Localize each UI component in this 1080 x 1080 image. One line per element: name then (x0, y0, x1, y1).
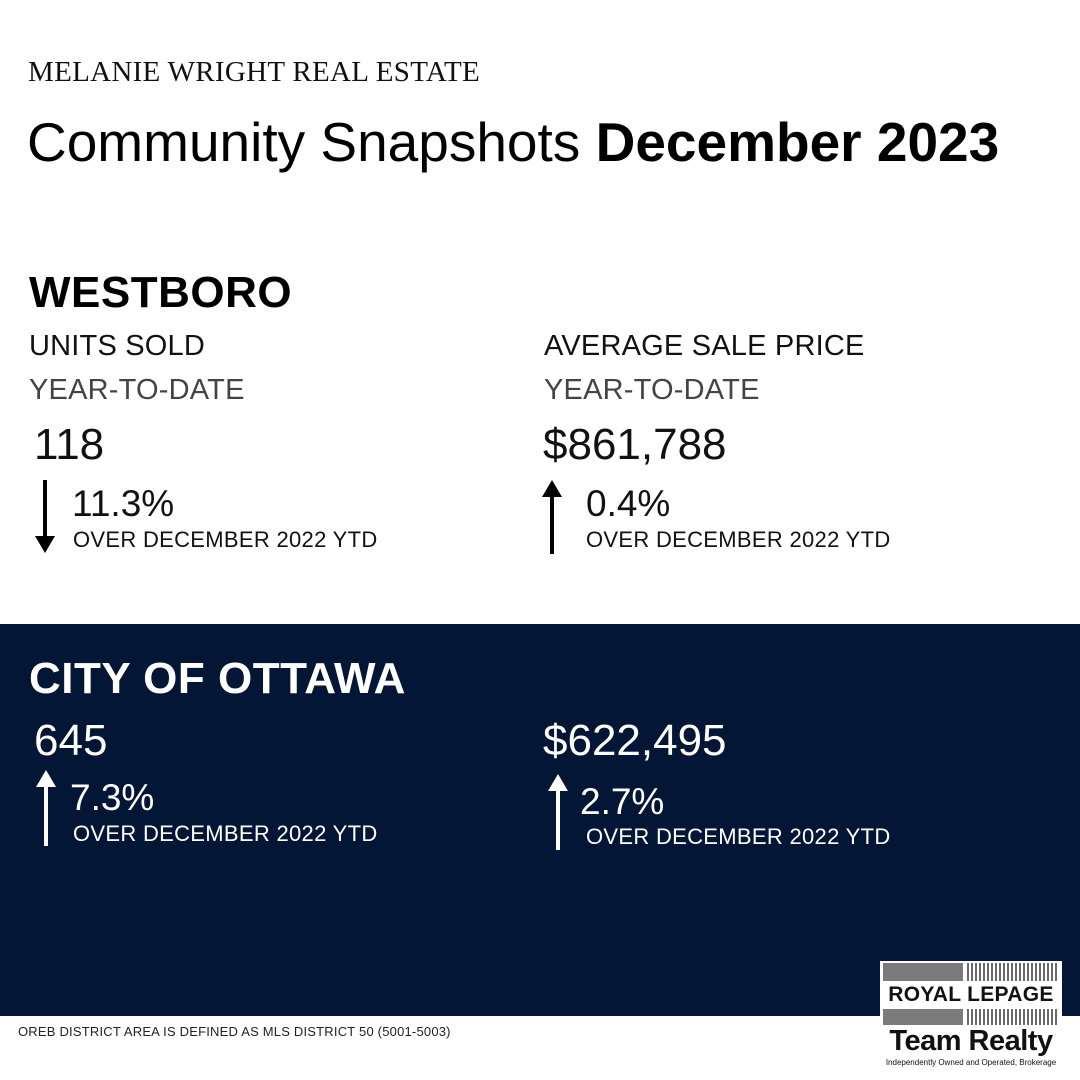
arrow-up-icon (548, 774, 568, 850)
title-regular: Community Snapshots (27, 111, 596, 173)
units-sold-label: UNITS SOLD (29, 330, 206, 362)
arrow-up-icon (542, 480, 562, 554)
ottawa-price-comparison: OVER DECEMBER 2022 YTD (586, 824, 891, 849)
logo-bars-bottom (883, 1009, 1059, 1025)
arrow-down-icon (35, 480, 55, 553)
westboro-units-value: 118 (34, 420, 105, 469)
price-period-label: YEAR-TO-DATE (544, 374, 760, 406)
ottawa-panel (0, 624, 1080, 1016)
ottawa-price-change: 2.7% (580, 781, 665, 822)
logo-team-name: Team Realty (889, 1025, 1053, 1057)
page-title: Community Snapshots December 2023 (27, 110, 999, 174)
westboro-units-comparison: OVER DECEMBER 2022 YTD (73, 527, 378, 552)
district-footnote: OREB DISTRICT AREA IS DEFINED AS MLS DIS… (18, 1024, 451, 1039)
ottawa-price-value: $622,495 (543, 716, 727, 765)
brand-name: MELANIE WRIGHT REAL ESTATE (28, 56, 480, 88)
ottawa-units-change: 7.3% (70, 777, 155, 818)
royal-lepage-logo: ROYAL LEPAGE Team Realty Independently O… (880, 961, 1062, 1071)
logo-tagline: Independently Owned and Operated, Broker… (885, 1058, 1057, 1067)
ottawa-title: CITY OF OTTAWA (29, 654, 406, 703)
ottawa-units-value: 645 (34, 716, 108, 765)
westboro-units-change: 11.3% (72, 483, 175, 524)
logo-brand-name: ROYAL LEPAGE (888, 983, 1054, 1006)
arrow-up-icon (36, 770, 56, 846)
units-period-label: YEAR-TO-DATE (29, 374, 245, 406)
westboro-title: WESTBORO (29, 268, 293, 317)
title-bold: December 2023 (595, 111, 1000, 173)
logo-bars-top (883, 963, 1059, 981)
westboro-price-change: 0.4% (586, 483, 671, 524)
westboro-price-value: $861,788 (543, 420, 727, 469)
avg-price-label: AVERAGE SALE PRICE (544, 330, 865, 362)
westboro-price-comparison: OVER DECEMBER 2022 YTD (586, 527, 891, 552)
ottawa-units-comparison: OVER DECEMBER 2022 YTD (73, 821, 378, 846)
